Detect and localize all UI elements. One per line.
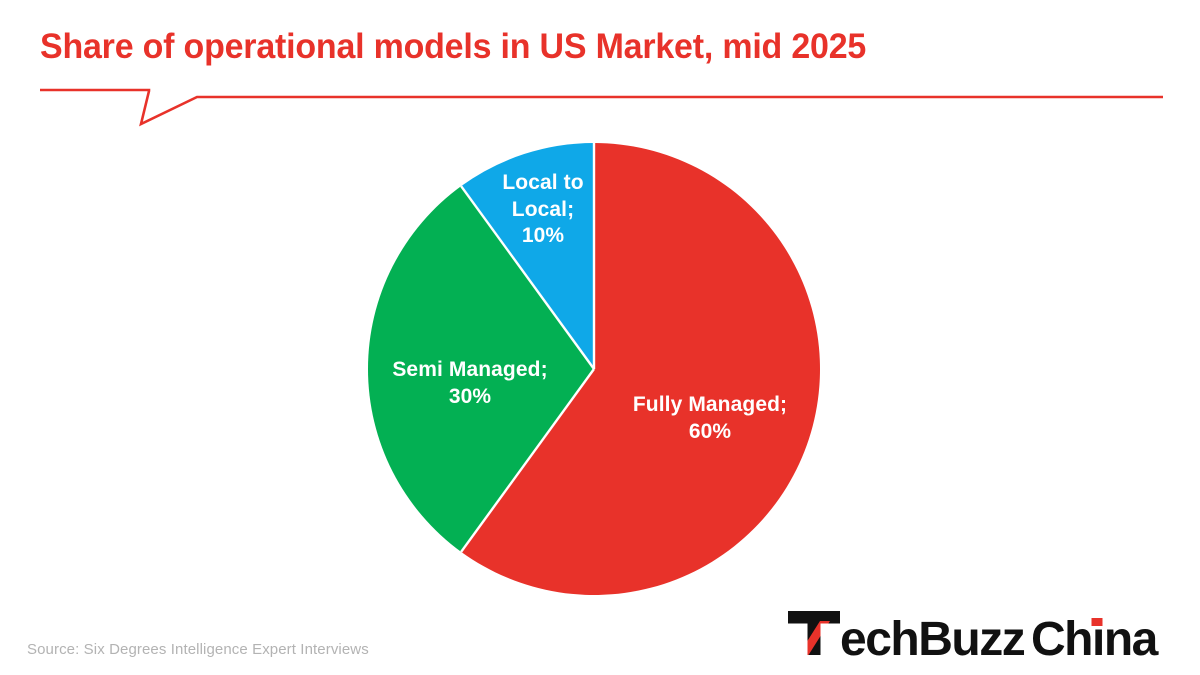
title-rule-svg [40,88,1163,127]
brand-logo-svg: echBuzz China [788,611,1160,659]
pie-slice-dividers [460,143,596,553]
logo-letter-t [788,611,840,655]
callout-tail-path [40,88,1163,127]
pie-slice-semi-managed[interactable] [367,186,594,552]
pie-chart-svg [367,143,820,595]
techbuzz-china-logo: echBuzz China [786,609,1186,659]
source-note: Source: Six Degrees Intelligence Expert … [27,641,369,658]
pie-slice-fully-managed[interactable] [461,143,820,595]
logo-text-techbuzz: echBuzz [840,613,1025,659]
pie-slice-local-to-local[interactable] [461,143,594,369]
logo-i-dot-accent [1091,618,1103,626]
chart-header: Share of operational models in US Market… [0,0,1200,127]
page-title: Share of operational models in US Market… [40,27,867,66]
pie-chart [367,142,821,596]
